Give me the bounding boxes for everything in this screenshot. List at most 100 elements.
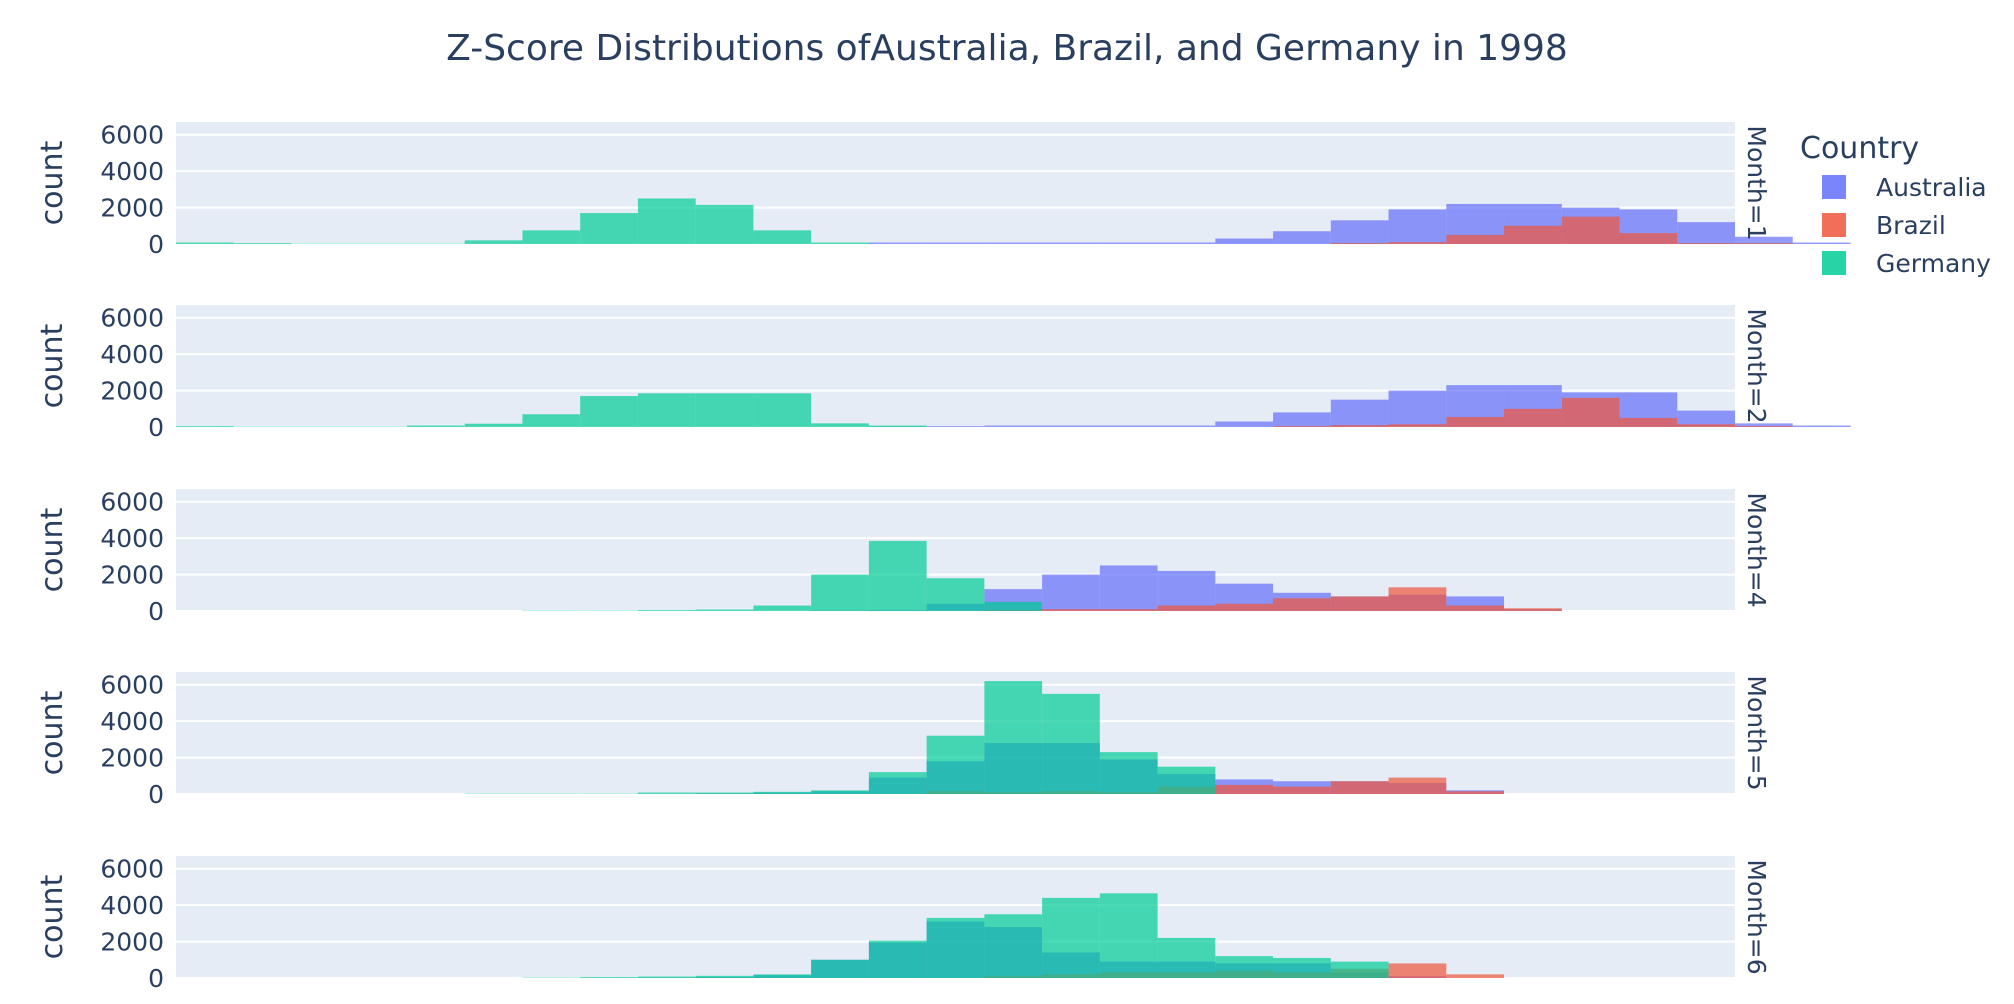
histogram-bar bbox=[811, 574, 869, 611]
histogram-bar bbox=[868, 772, 927, 794]
y-tick-label: 0 bbox=[148, 413, 164, 442]
histogram-bar bbox=[811, 790, 869, 794]
histogram-bar bbox=[233, 243, 292, 244]
histogram-bar bbox=[1388, 587, 1447, 611]
histogram-bar bbox=[984, 601, 1043, 611]
histogram-bar bbox=[753, 230, 812, 244]
histogram-bar bbox=[1330, 243, 1389, 244]
histogram-bar bbox=[1042, 425, 1100, 427]
histogram-bar bbox=[1388, 424, 1447, 427]
y-tick-label: 6000 bbox=[100, 671, 164, 700]
histogram-bar bbox=[1273, 598, 1331, 611]
y-tick-label: 6000 bbox=[100, 304, 164, 333]
y-axis-title: count bbox=[35, 140, 70, 225]
histogram-bar bbox=[753, 974, 812, 978]
histogram-bar bbox=[1446, 234, 1505, 244]
histogram-bar bbox=[984, 681, 1043, 794]
y-tick-label: 2000 bbox=[100, 194, 164, 223]
legend-swatch bbox=[1822, 251, 1846, 275]
y-tick-label: 4000 bbox=[100, 524, 164, 553]
histogram-bar bbox=[926, 426, 985, 427]
legend: Country Australia Brazil Germany bbox=[1800, 131, 1991, 278]
histogram-bar bbox=[1504, 225, 1562, 244]
histogram-bar bbox=[1042, 574, 1100, 611]
histogram-bar bbox=[637, 976, 696, 978]
histogram-bar bbox=[695, 975, 754, 978]
histogram-bar bbox=[868, 242, 927, 244]
y-tick-label: 4000 bbox=[100, 891, 164, 920]
y-tick-label: 0 bbox=[148, 597, 164, 626]
histogram-bar bbox=[1042, 897, 1100, 978]
histogram-bar bbox=[926, 242, 985, 244]
histogram-bar bbox=[1388, 209, 1447, 244]
histogram-bar bbox=[464, 423, 523, 427]
y-tick-label: 6000 bbox=[100, 855, 164, 884]
histogram-bar bbox=[984, 425, 1043, 427]
histogram-bar bbox=[1215, 421, 1274, 427]
histogram-bar bbox=[1215, 238, 1274, 244]
histogram-bar bbox=[176, 426, 234, 427]
histogram-bar bbox=[1446, 974, 1505, 978]
histogram-bar bbox=[1042, 609, 1100, 611]
histogram-bar bbox=[1273, 786, 1331, 794]
facet-label: Month=4 bbox=[1742, 492, 1771, 607]
histogram-bar bbox=[1735, 243, 1793, 244]
histogram-bar bbox=[1446, 416, 1505, 427]
histogram-bar bbox=[1157, 570, 1216, 611]
legend-label[interactable]: Australia bbox=[1876, 173, 1987, 202]
histogram-bar bbox=[753, 393, 812, 427]
histogram-bar bbox=[406, 425, 465, 427]
histogram-bar bbox=[1099, 242, 1158, 244]
y-tick-label: 0 bbox=[148, 964, 164, 993]
chart-title: Z-Score Distributions ofAustralia, Brazi… bbox=[446, 28, 1568, 69]
histogram-bar bbox=[753, 605, 812, 611]
histogram-bar bbox=[637, 198, 696, 244]
histogram-bar bbox=[1677, 424, 1735, 427]
legend-label[interactable]: Brazil bbox=[1876, 211, 1946, 240]
histogram-bar bbox=[1561, 397, 1620, 427]
histogram-bar bbox=[1792, 425, 1851, 427]
histogram-bar bbox=[1099, 893, 1158, 978]
y-tick-label: 0 bbox=[148, 230, 164, 259]
y-axis-title: count bbox=[35, 323, 70, 408]
histogram-bar bbox=[1735, 236, 1793, 244]
facet-panel: 0 2000 4000 6000 count Month=6 bbox=[35, 855, 1771, 993]
histogram-bar bbox=[695, 609, 754, 611]
histogram-bar bbox=[637, 610, 696, 611]
histogram-bar bbox=[868, 425, 927, 427]
y-tick-label: 2000 bbox=[100, 377, 164, 406]
facet-panel: 0 2000 4000 6000 count Month=4 bbox=[35, 488, 1771, 626]
legend-title: Country bbox=[1800, 131, 1919, 166]
histogram-bar bbox=[580, 396, 638, 427]
histogram-bar bbox=[1273, 426, 1331, 427]
facet-label: Month=1 bbox=[1742, 125, 1771, 240]
legend-label[interactable]: Germany bbox=[1876, 249, 1991, 278]
histogram-bar bbox=[1099, 609, 1158, 611]
histogram-bar bbox=[1446, 791, 1505, 794]
histogram-bar bbox=[1330, 781, 1389, 794]
facet-panel: 0 2000 4000 6000 count Month=2 bbox=[35, 304, 1851, 442]
histogram-bar bbox=[695, 393, 754, 427]
legend-swatch bbox=[1822, 175, 1846, 199]
histogram-bar bbox=[926, 917, 985, 978]
histogram-bar bbox=[1330, 425, 1389, 427]
histogram-bar bbox=[868, 540, 927, 611]
histogram-bar bbox=[1157, 766, 1216, 794]
histogram-bar bbox=[1273, 231, 1331, 244]
y-tick-label: 2000 bbox=[100, 561, 164, 590]
legend-swatch bbox=[1822, 213, 1846, 237]
histogram-bar bbox=[1330, 961, 1389, 978]
histogram-bar bbox=[522, 414, 581, 427]
histogram-bar bbox=[1215, 784, 1274, 794]
histogram-bar bbox=[695, 792, 754, 794]
histogram-bar bbox=[926, 578, 985, 611]
histogram-bar bbox=[1735, 423, 1793, 427]
histogram-bar bbox=[1388, 242, 1447, 244]
histogram-bar bbox=[1215, 956, 1274, 978]
y-tick-label: 4000 bbox=[100, 707, 164, 736]
y-axis-title: count bbox=[35, 507, 70, 592]
histogram-bar bbox=[1157, 425, 1216, 427]
histogram-bar bbox=[1561, 216, 1620, 244]
histogram-bar bbox=[1042, 242, 1100, 244]
